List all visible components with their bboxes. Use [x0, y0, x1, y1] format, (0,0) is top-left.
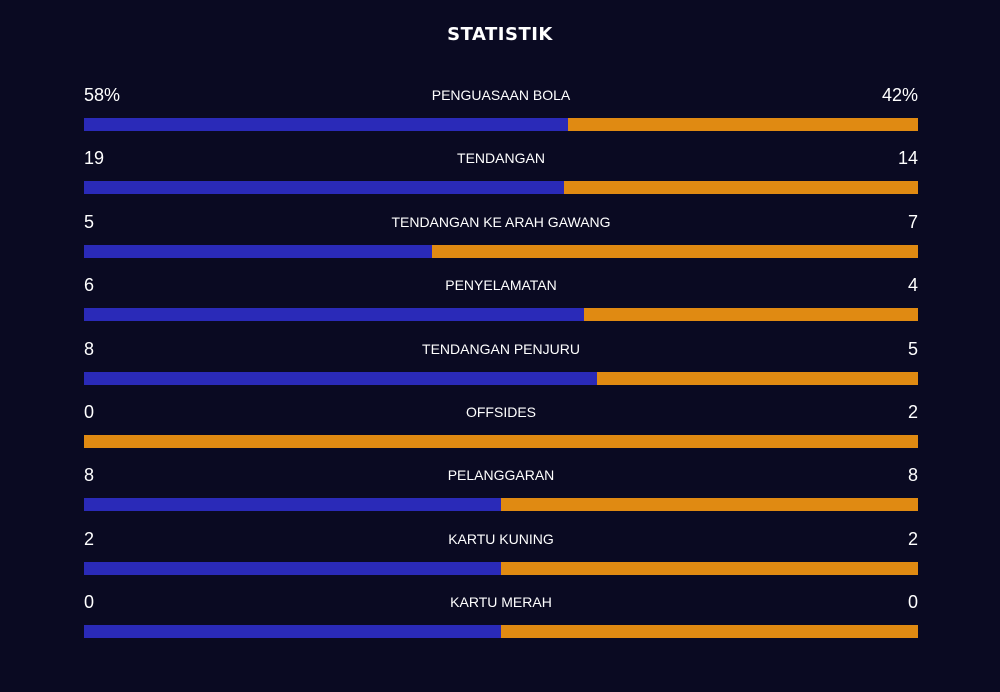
- stat-label: TENDANGAN KE ARAH GAWANG: [391, 213, 611, 230]
- stat-label: PENYELAMATAN: [445, 277, 557, 294]
- away-bar-segment: [567, 118, 918, 131]
- away-value: 4: [907, 275, 918, 296]
- away-value: 7: [907, 211, 918, 232]
- home-bar-segment: [84, 498, 501, 512]
- away-value: 42%: [881, 85, 918, 105]
- stat-label: KARTU KUNING: [448, 530, 554, 547]
- home-value: 8: [84, 338, 95, 359]
- stat-row-kartu-kuning: 2 KARTU KUNING 2: [84, 524, 918, 587]
- stat-row-tendangan: 19 TENDANGAN 14: [84, 143, 918, 206]
- away-bar-segment: [501, 561, 918, 575]
- home-bar-segment: [84, 181, 565, 195]
- away-bar-segment: [431, 244, 918, 258]
- stat-label: TENDANGAN: [457, 150, 545, 167]
- home-value: 0: [84, 592, 95, 613]
- home-value: 2: [84, 528, 95, 549]
- stat-label: PENGUASAAN BOLA: [431, 87, 571, 103]
- home-value: 6: [84, 275, 95, 296]
- stat-label: KARTU MERAH: [450, 594, 552, 611]
- stat-bar: [84, 308, 918, 322]
- stat-row-penguasaan-bola: 58% PENGUASAAN BOLA 42%: [84, 80, 918, 143]
- stat-row-penyelamatan: 6 PENYELAMATAN 4: [84, 270, 918, 333]
- stat-bar: [84, 498, 918, 512]
- away-bar-segment: [501, 625, 918, 639]
- away-bar-segment: [597, 371, 918, 385]
- home-bar-segment: [84, 561, 501, 575]
- home-value: 8: [84, 465, 95, 486]
- stat-bar: [84, 118, 918, 131]
- home-bar-segment: [84, 625, 501, 639]
- stat-row-tendangan-penjuru: 8 TENDANGAN PENJURU 5: [84, 334, 918, 397]
- stat-label: PELANGGARAN: [447, 467, 555, 484]
- home-bar-segment: [84, 244, 432, 258]
- away-bar-segment: [564, 181, 918, 195]
- stat-bar: [84, 625, 918, 639]
- home-value: 5: [84, 211, 95, 232]
- stats-list: 58% PENGUASAAN BOLA 42% 19 TENDANGAN 14 …: [84, 80, 918, 651]
- away-value: 14: [897, 148, 918, 169]
- stat-label: OFFSIDES: [465, 403, 536, 420]
- home-value: 19: [84, 148, 105, 169]
- stat-bar: [84, 371, 918, 385]
- away-value: 5: [907, 338, 918, 359]
- away-value: 2: [907, 401, 918, 422]
- stat-row-pelanggaran: 8 PELANGGARAN 8: [84, 460, 918, 523]
- away-value: 2: [907, 528, 918, 549]
- stat-bar: [84, 561, 918, 575]
- stat-row-offsides: 0 OFFSIDES 2: [84, 397, 918, 460]
- page-title: STATISTIK: [447, 24, 553, 45]
- away-bar-segment: [501, 498, 918, 512]
- stat-label: TENDANGAN PENJURU: [422, 340, 580, 357]
- stat-bar: [84, 181, 918, 195]
- stat-bar: [84, 434, 918, 448]
- stat-row-kartu-merah: 0 KARTU MERAH 0: [84, 587, 918, 650]
- away-bar-segment: [584, 308, 918, 322]
- home-value: 0: [84, 401, 95, 422]
- home-bar-segment: [84, 308, 585, 322]
- home-bar-segment: [84, 371, 598, 385]
- home-value: 58%: [84, 85, 121, 105]
- home-bar-segment: [84, 118, 568, 131]
- away-value: 8: [907, 465, 918, 486]
- stat-row-tendangan-ke-arah-gawang: 5 TENDANGAN KE ARAH GAWANG 7: [84, 207, 918, 270]
- away-value: 0: [907, 592, 918, 613]
- away-bar-segment: [84, 434, 918, 448]
- stat-bar: [84, 244, 918, 258]
